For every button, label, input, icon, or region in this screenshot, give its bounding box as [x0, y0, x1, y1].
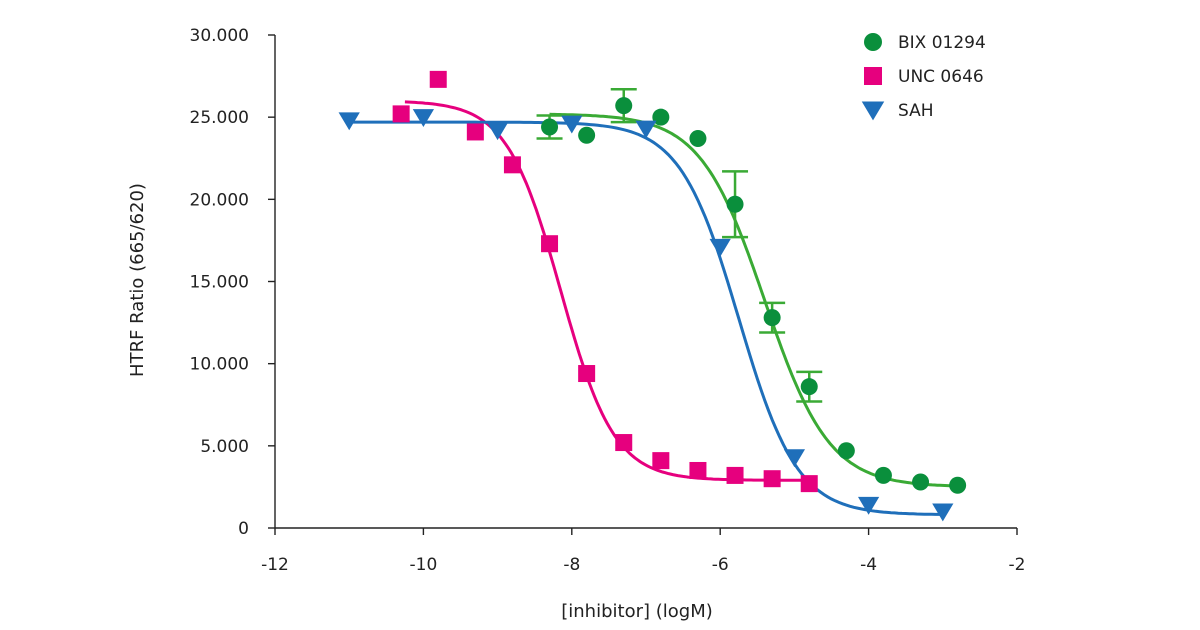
- data-point-bix-01294: [912, 473, 930, 491]
- legend-marker-bix-01294: [864, 33, 882, 51]
- data-point-bix-01294: [615, 97, 633, 115]
- legend-item-bix-01294: BIX 01294: [864, 33, 986, 53]
- x-tick-label: -6: [712, 555, 729, 575]
- legend-marker-sah: [861, 101, 885, 121]
- data-point-bix-01294: [837, 442, 855, 460]
- data-points: [338, 70, 967, 522]
- data-point-bix-01294: [800, 378, 818, 396]
- data-point-bix-01294: [652, 108, 670, 126]
- legend-marker-unc-0646: [864, 67, 882, 85]
- data-point-bix-01294: [763, 309, 781, 327]
- data-point-bix-01294: [874, 466, 892, 484]
- axis-ticks: 0 5.000 10.000 15.000 20.000 25.000 30.000 -12 -…: [190, 26, 1026, 575]
- data-point-sah: [338, 112, 360, 131]
- data-point-sah: [486, 122, 509, 141]
- data-point-unc-0646: [429, 70, 447, 88]
- data-point-sah: [932, 503, 954, 522]
- y-tick-label: 15.000: [190, 273, 249, 293]
- legend-label: BIX 01294: [898, 33, 986, 53]
- data-point-unc-0646: [800, 475, 818, 493]
- fit-curve-unc-0646: [404, 100, 810, 482]
- y-tick-label: 5.000: [200, 437, 249, 457]
- y-tick-label: 20.000: [190, 190, 249, 210]
- data-point-bix-01294: [949, 476, 967, 494]
- data-point-unc-0646: [689, 461, 707, 479]
- x-tick-label: -10: [410, 555, 438, 575]
- y-tick-label: 30.000: [190, 26, 249, 46]
- x-tick-label: -12: [261, 555, 289, 575]
- data-point-sah: [412, 109, 435, 127]
- y-tick-label: 25.000: [190, 108, 249, 128]
- data-point-bix-01294: [726, 195, 744, 213]
- data-point-unc-0646: [503, 156, 521, 174]
- data-point-unc-0646: [726, 466, 744, 484]
- data-point-unc-0646: [578, 365, 596, 383]
- data-point-bix-01294: [541, 118, 559, 136]
- legend-item-unc-0646: UNC 0646: [864, 67, 984, 87]
- x-axis-title: [inhibitor] (logM): [561, 601, 713, 622]
- data-point-bix-01294: [578, 126, 596, 144]
- data-point-unc-0646: [763, 470, 781, 488]
- data-point-bix-01294: [689, 130, 707, 148]
- legend-item-sah: SAH: [861, 101, 934, 121]
- data-point-unc-0646: [652, 452, 670, 470]
- x-tick-label: -8: [563, 555, 580, 575]
- x-tick-label: -2: [1009, 555, 1026, 575]
- data-point-unc-0646: [392, 105, 410, 123]
- data-point-unc-0646: [466, 123, 484, 141]
- data-point-sah: [783, 449, 806, 468]
- data-point-sah: [709, 238, 731, 257]
- data-point-sah: [561, 115, 583, 134]
- legend-label: UNC 0646: [898, 67, 984, 87]
- data-point-unc-0646: [615, 434, 633, 452]
- y-tick-label: 0: [238, 519, 249, 539]
- legend-label: SAH: [898, 101, 934, 121]
- legend: BIX 01294 UNC 0646 SAH: [861, 33, 986, 121]
- x-tick-label: -4: [860, 555, 877, 575]
- y-axis-title: HTRF Ratio (665/620): [127, 183, 148, 377]
- y-tick-label: 10.000: [190, 355, 249, 375]
- data-point-unc-0646: [541, 235, 559, 253]
- data-point-sah: [635, 120, 657, 139]
- data-point-sah: [857, 496, 880, 515]
- fit-curve-sah: [349, 120, 943, 516]
